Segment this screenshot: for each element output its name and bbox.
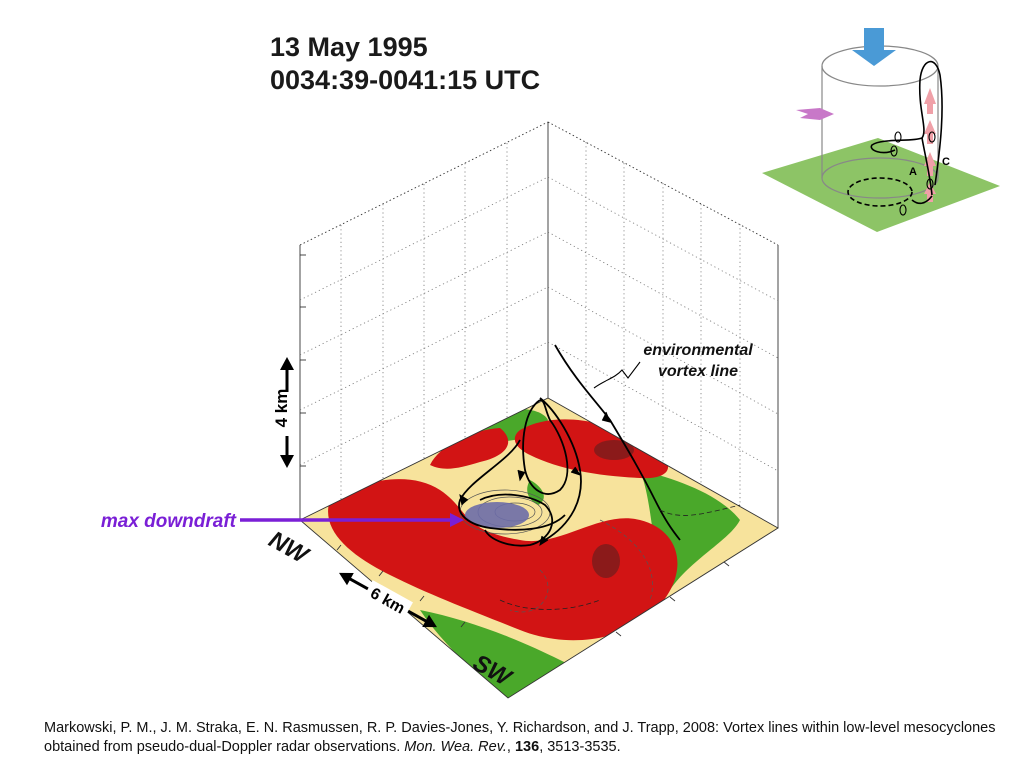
- nw-label: NW: [264, 526, 314, 570]
- environmental-label-line2: vortex line: [658, 363, 738, 380]
- vertical-scale-label: 4 km: [272, 389, 291, 428]
- environmental-label-line1: environmental: [643, 342, 753, 359]
- title-date: 13 May 1995: [270, 32, 428, 62]
- environmental-callout-line: [593, 361, 641, 389]
- inset-label-a: A: [909, 166, 917, 178]
- inset-label-c: C: [942, 156, 950, 168]
- vortex-lines: [458, 344, 681, 547]
- citation-pages: , 3513-3535.: [539, 739, 621, 755]
- wall-grid: [299, 142, 779, 506]
- floor-field: [300, 398, 778, 698]
- inset-blue-arrow-icon: [852, 28, 896, 66]
- citation-volume: 136: [514, 739, 540, 755]
- max-downdraft-label: max downdraft: [101, 511, 237, 532]
- vertical-scale: 4 km: [272, 357, 298, 468]
- floor-outline: [299, 397, 779, 699]
- inset-pink-arrows-icon: [924, 88, 936, 202]
- citation: Markowski, P. M., J. M. Straka, E. N. Ra…: [44, 720, 996, 755]
- floor-ticks: [336, 544, 730, 637]
- citation-journal: Mon. Wea. Rev.: [404, 739, 507, 755]
- citation-authors: Markowski, P. M., J. M. Straka, E. N. Ra…: [44, 720, 996, 755]
- inset-purple-arrow-icon: [796, 108, 834, 120]
- figure-title: 13 May 1995 0034:39-0041:15 UTC: [270, 31, 540, 97]
- inset-schematic: A C: [762, 28, 1000, 232]
- dashed-traces: [499, 504, 741, 610]
- vertical-axis-ticks: [300, 254, 306, 467]
- title-time-range: 0034:39-0041:15 UTC: [270, 65, 541, 95]
- max-downdraft-arrowhead: [450, 513, 464, 527]
- environmental-vortex-line: [554, 344, 681, 541]
